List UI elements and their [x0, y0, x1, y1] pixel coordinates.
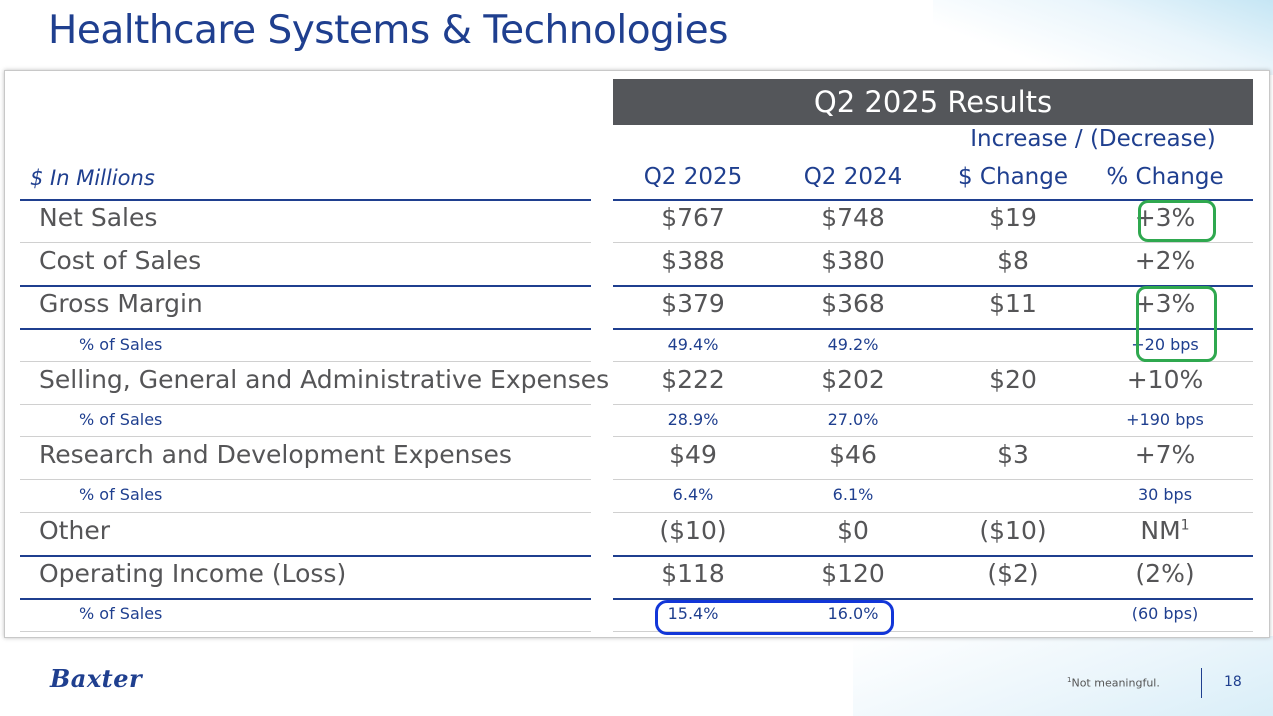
cell-percent-change: (60 bps): [1131, 604, 1199, 623]
cell-q2-2025: 15.4%: [667, 604, 719, 623]
cell-percent-change: (2%): [1135, 559, 1195, 588]
divider: [613, 479, 1253, 480]
page-number: 18: [1224, 674, 1242, 690]
cell-q2-2025: $222: [661, 365, 725, 394]
cell-q2-2024: $46: [829, 440, 877, 469]
increase-decrease-label: Increase / (Decrease): [970, 126, 1216, 152]
row-label: % of Sales: [79, 604, 163, 623]
divider: [613, 512, 1253, 513]
cell-q2-2025: $118: [661, 559, 725, 588]
highlight-gross-margin-change: [1136, 286, 1217, 362]
row-label: Net Sales: [39, 203, 158, 232]
divider: [20, 404, 591, 405]
cell-percent-change: +20 bps: [1131, 335, 1199, 354]
divider: [613, 328, 1253, 330]
cell-q2-2024: 49.2%: [827, 335, 879, 354]
cell-q2-2025: $49: [669, 440, 717, 469]
cell-dollar-change: ($2): [987, 559, 1039, 588]
row-label: Cost of Sales: [39, 246, 202, 275]
cell-dollar-change: $19: [989, 203, 1037, 232]
divider: [20, 479, 591, 480]
cell-percent-change: +190 bps: [1126, 410, 1204, 429]
slide-title: Healthcare Systems & Technologies: [48, 8, 728, 53]
cell-percent-change: 30 bps: [1137, 485, 1193, 504]
cell-q2-2024: $0: [837, 516, 869, 545]
footnote-text: Not meaningful.: [1071, 676, 1160, 690]
column-header-dollar-change: $ Change: [957, 164, 1068, 190]
highlight-net-sales-change: [1138, 200, 1216, 242]
baxter-logo: Baxter: [50, 664, 143, 693]
cell-percent-change: +10%: [1126, 365, 1204, 394]
cell-q2-2025: $388: [661, 246, 725, 275]
results-table-frame: [4, 70, 1270, 638]
cell-dollar-change: $8: [997, 246, 1029, 275]
row-label: Other: [39, 516, 110, 545]
footnote: 1Not meaningful.: [1067, 676, 1160, 690]
cell-q2-2025: $767: [661, 203, 725, 232]
background-decoration-bottom: [853, 636, 1273, 716]
cell-q2-2024: $380: [821, 246, 885, 275]
cell-q2-2024: $120: [821, 559, 885, 588]
divider: [20, 242, 591, 243]
column-header-q2-2024: Q2 2024: [803, 164, 903, 190]
divider: [613, 436, 1253, 437]
divider: [20, 361, 591, 362]
cell-q2-2025: 6.4%: [672, 485, 714, 504]
divider: [20, 199, 591, 201]
background-decoration: [933, 0, 1273, 75]
divider: [613, 404, 1253, 405]
cell-q2-2025: $379: [661, 289, 725, 318]
cell-dollar-change: ($10): [979, 516, 1047, 545]
highlight-operating-margin: [655, 600, 894, 635]
divider: [613, 631, 1253, 632]
footer-divider: [1201, 668, 1202, 698]
divider: [20, 631, 591, 632]
cell-q2-2025: 49.4%: [667, 335, 719, 354]
nm-value: NM: [1140, 516, 1181, 545]
cell-percent-change: NM1: [1085, 516, 1245, 545]
cell-q2-2025: 28.9%: [667, 410, 719, 429]
cell-q2-2025: ($10): [659, 516, 727, 545]
footnote-marker: 1: [1180, 517, 1190, 534]
cell-q2-2024: $368: [821, 289, 885, 318]
column-header-percent-change: % Change: [1106, 164, 1224, 190]
divider: [613, 199, 1253, 201]
row-label: Research and Development Expenses: [39, 440, 512, 469]
cell-q2-2024: $202: [821, 365, 885, 394]
row-label: % of Sales: [79, 335, 163, 354]
divider: [20, 328, 591, 330]
cell-dollar-change: $11: [989, 289, 1037, 318]
column-header-q2-2025: Q2 2025: [643, 164, 743, 190]
divider: [613, 285, 1253, 287]
cell-q2-2024: $748: [821, 203, 885, 232]
row-label: % of Sales: [79, 410, 163, 429]
units-label: $ In Millions: [30, 166, 155, 190]
cell-dollar-change: $20: [989, 365, 1037, 394]
row-label: % of Sales: [79, 485, 163, 504]
divider: [613, 598, 1253, 600]
divider: [613, 242, 1253, 243]
divider: [613, 361, 1253, 362]
cell-percent-change: +7%: [1134, 440, 1196, 469]
cell-percent-change: +2%: [1134, 246, 1196, 275]
row-label: Gross Margin: [39, 289, 203, 318]
results-header: Q2 2025 Results: [613, 79, 1253, 125]
cell-q2-2024: 6.1%: [832, 485, 874, 504]
row-label: Selling, General and Administrative Expe…: [39, 365, 610, 394]
divider: [20, 285, 591, 287]
cell-dollar-change: $3: [997, 440, 1029, 469]
row-label: Operating Income (Loss): [39, 559, 347, 588]
cell-q2-2024: 27.0%: [827, 410, 879, 429]
footnote-marker: 1: [1067, 676, 1072, 684]
divider: [20, 555, 591, 557]
divider: [20, 598, 591, 600]
divider: [20, 512, 591, 513]
divider: [613, 555, 1253, 557]
cell-q2-2024: 16.0%: [827, 604, 879, 623]
divider: [20, 436, 591, 437]
